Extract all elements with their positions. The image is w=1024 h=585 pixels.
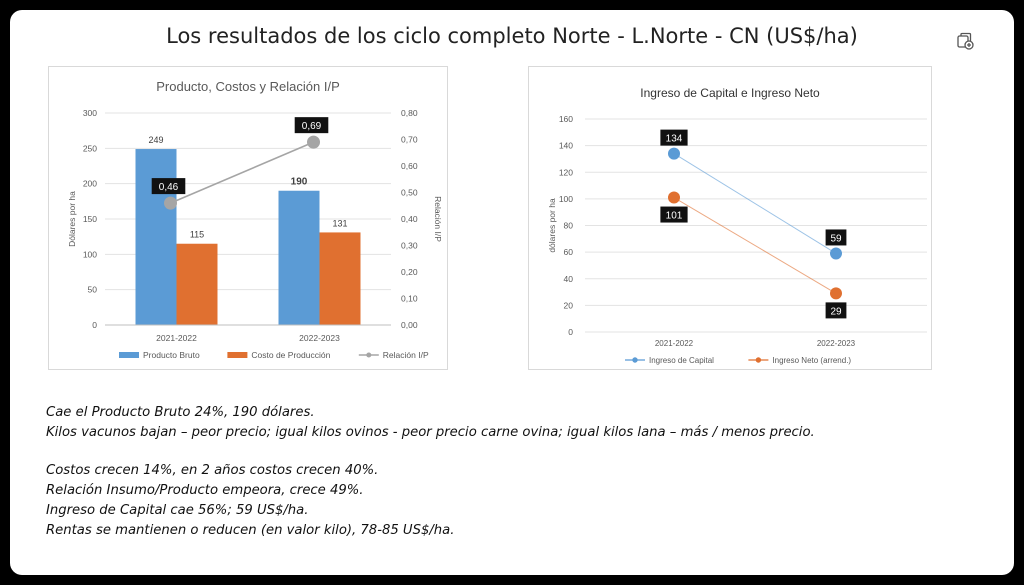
legend-label: Ingreso Neto (arrend.) bbox=[772, 356, 851, 365]
bar bbox=[319, 232, 361, 325]
x-tick-label: 2022-2023 bbox=[299, 333, 340, 343]
line-data-label: 0,69 bbox=[302, 121, 322, 132]
y2-tick-label: 0,00 bbox=[401, 320, 418, 330]
bar bbox=[176, 243, 218, 325]
bar bbox=[135, 149, 177, 325]
line-point bbox=[668, 147, 680, 160]
legend-marker bbox=[755, 357, 762, 363]
line-data-label-box bbox=[294, 117, 329, 134]
line-data-label: 0,46 bbox=[159, 182, 179, 193]
chart-producto-costos: Producto, Costos y Relación I/P 0 50 100 150… bbox=[48, 66, 448, 370]
line-point bbox=[164, 196, 177, 210]
y-tick-label: 60 bbox=[564, 247, 574, 257]
y2-tick-label: 0,40 bbox=[401, 214, 418, 224]
series-line bbox=[170, 141, 314, 204]
line-data-label: 134 bbox=[666, 134, 683, 145]
y-tick-label: 150 bbox=[83, 214, 97, 224]
legend-label: Ingreso de Capital bbox=[649, 356, 714, 365]
bar-data-label: 115 bbox=[190, 230, 204, 240]
y-tick-label: 120 bbox=[559, 167, 573, 177]
line-point bbox=[668, 191, 680, 204]
y-tick-label: 0 bbox=[568, 327, 573, 337]
legend-label: Relación I/P bbox=[383, 350, 429, 360]
line-data-label-box bbox=[151, 178, 186, 195]
y2-tick-label: 0,30 bbox=[401, 241, 418, 251]
legend-swatch bbox=[227, 352, 248, 358]
y-tick-label: 0 bbox=[92, 320, 97, 330]
y-axis-label: Dólares por ha bbox=[67, 191, 77, 247]
y2-axis-label: Relación I/P bbox=[433, 196, 443, 242]
chart-title: Producto, Costos y Relación I/P bbox=[156, 79, 340, 94]
chart-ingreso-capital: Ingreso de Capital e Ingreso Neto 0 20 40 60… bbox=[528, 66, 932, 370]
slide-title: Los resultados de los ciclo completo Nor… bbox=[166, 24, 858, 48]
y-tick-label: 200 bbox=[83, 179, 97, 189]
x-tick-label: 2022-2023 bbox=[817, 339, 856, 348]
legend-marker bbox=[632, 357, 638, 363]
note-line: Ingreso de Capital cae 56%; 59 US$/ha. bbox=[46, 503, 309, 518]
line-data-label: 101 bbox=[666, 211, 683, 222]
y2-tick-label: 0,60 bbox=[401, 161, 418, 171]
y-tick-label: 300 bbox=[83, 108, 97, 118]
line-point bbox=[830, 287, 842, 300]
notes: Cae el Producto Bruto 24%, 190 dólares. … bbox=[46, 403, 996, 541]
y-axis-label: dólares por ha bbox=[547, 198, 557, 253]
y2-tick-label: 0,80 bbox=[401, 108, 418, 118]
chart-producto-costos-svg: Producto, Costos y Relación I/P 0 50 100 150… bbox=[67, 79, 443, 360]
y-tick-label: 20 bbox=[564, 300, 574, 310]
legend-marker bbox=[366, 352, 372, 358]
y-tick-label: 140 bbox=[559, 141, 573, 151]
line-data-label: 29 bbox=[830, 306, 842, 317]
y-tick-label: 160 bbox=[559, 114, 573, 124]
bar-data-label: 249 bbox=[148, 135, 163, 145]
y2-tick-label: 0,50 bbox=[401, 188, 418, 198]
legend-swatch bbox=[119, 352, 139, 358]
line-point bbox=[830, 247, 842, 260]
note-line: Rentas se mantienen o reducen (en valor … bbox=[46, 523, 455, 538]
y-tick-label: 100 bbox=[559, 194, 573, 204]
line-data-label-box bbox=[825, 302, 847, 319]
y-tick-label: 40 bbox=[564, 274, 574, 284]
y-tick-label: 100 bbox=[83, 249, 97, 259]
line-data-label: 59 bbox=[830, 233, 842, 244]
legend-label: Producto Bruto bbox=[143, 350, 200, 360]
series-line bbox=[673, 153, 837, 254]
y-tick-label: 80 bbox=[564, 221, 574, 231]
note-line: Relación Insumo/Producto empeora, crece … bbox=[46, 483, 364, 498]
y-tick-label: 250 bbox=[83, 143, 97, 153]
note-line: Costos crecen 14%, en 2 años costos crec… bbox=[46, 463, 379, 478]
x-tick-label: 2021-2022 bbox=[156, 333, 197, 343]
line-data-label-box bbox=[660, 129, 688, 146]
series-line bbox=[673, 197, 837, 294]
note-line: Kilos vacunos bajan – peor precio; igual… bbox=[46, 425, 815, 440]
legend-label: Costo de Producción bbox=[251, 350, 330, 360]
line-data-label-box bbox=[825, 229, 847, 246]
slide: Los resultados de los ciclo completo Nor… bbox=[10, 10, 1014, 575]
bar-data-label: 190 bbox=[291, 177, 308, 188]
copy-add-icon[interactable] bbox=[956, 32, 974, 50]
y2-tick-label: 0,70 bbox=[401, 135, 418, 145]
bar bbox=[278, 190, 320, 325]
chart-title: Ingreso de Capital e Ingreso Neto bbox=[640, 86, 820, 100]
line-data-label-box bbox=[660, 206, 688, 223]
y2-tick-label: 0,20 bbox=[401, 267, 418, 277]
x-tick-label: 2021-2022 bbox=[655, 339, 694, 348]
line-point bbox=[307, 135, 320, 149]
y2-tick-label: 0,10 bbox=[401, 294, 418, 304]
chart-ingreso-capital-svg: Ingreso de Capital e Ingreso Neto 0 20 40 60… bbox=[547, 86, 927, 365]
note-line: Cae el Producto Bruto 24%, 190 dólares. bbox=[46, 405, 315, 420]
bar-data-label: 131 bbox=[332, 218, 347, 228]
y-tick-label: 50 bbox=[88, 285, 98, 295]
